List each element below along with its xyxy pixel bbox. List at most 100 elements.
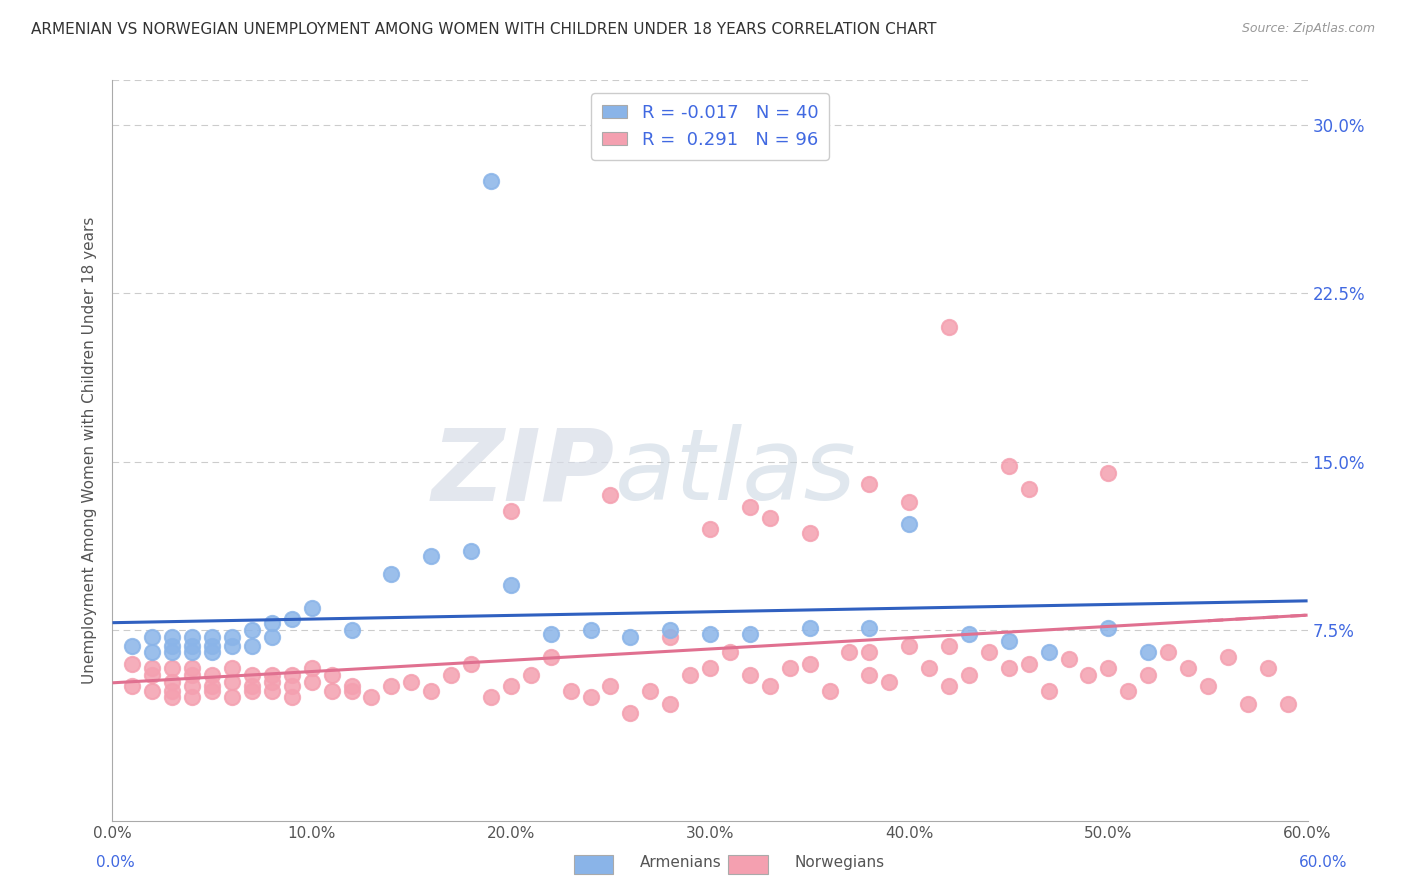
Point: [1097, 621, 1119, 635]
Point: [181, 679, 204, 693]
Point: [659, 623, 682, 637]
Point: [360, 690, 382, 705]
Point: [380, 566, 402, 581]
Point: [799, 621, 821, 635]
Text: 0.0%: 0.0%: [96, 855, 135, 870]
Point: [998, 634, 1021, 648]
Point: [221, 630, 243, 644]
Point: [957, 627, 980, 641]
Point: [599, 679, 621, 693]
Text: ZIP: ZIP: [432, 425, 614, 521]
Point: [281, 679, 304, 693]
Text: 60.0%: 60.0%: [1299, 855, 1347, 870]
Point: [779, 661, 801, 675]
Point: [340, 679, 363, 693]
Point: [141, 661, 163, 675]
Point: [181, 661, 204, 675]
Point: [141, 668, 163, 682]
Point: [340, 683, 363, 698]
Point: [240, 639, 263, 653]
Point: [679, 668, 702, 682]
Point: [162, 674, 183, 689]
Point: [499, 679, 522, 693]
Point: [699, 661, 721, 675]
Point: [460, 657, 482, 671]
Point: [1038, 683, 1060, 698]
Point: [1197, 679, 1219, 693]
Point: [321, 668, 343, 682]
Point: [659, 697, 682, 711]
Point: [1237, 697, 1260, 711]
Point: [619, 706, 641, 720]
Point: [699, 627, 721, 641]
Point: [858, 621, 880, 635]
Point: [321, 683, 343, 698]
Point: [799, 657, 821, 671]
Text: Armenians: Armenians: [640, 855, 721, 870]
Point: [420, 549, 443, 563]
Point: [181, 630, 204, 644]
Point: [957, 668, 980, 682]
Point: [380, 679, 402, 693]
Point: [520, 668, 543, 682]
Y-axis label: Unemployment Among Women with Children Under 18 years: Unemployment Among Women with Children U…: [82, 217, 97, 684]
Point: [440, 668, 463, 682]
Point: [141, 645, 163, 659]
Point: [240, 679, 263, 693]
Point: [1057, 652, 1080, 666]
Point: [201, 679, 224, 693]
Point: [201, 645, 224, 659]
Point: [181, 690, 204, 705]
Point: [240, 668, 263, 682]
Point: [162, 683, 183, 698]
Legend: R = -0.017   N = 40, R =  0.291   N = 96: R = -0.017 N = 40, R = 0.291 N = 96: [591, 93, 830, 160]
Point: [1137, 668, 1160, 682]
Point: [121, 657, 143, 671]
Point: [201, 639, 224, 653]
Text: atlas: atlas: [614, 425, 856, 521]
Point: [1018, 482, 1040, 496]
Point: [640, 683, 662, 698]
Point: [898, 517, 921, 532]
Point: [301, 661, 323, 675]
Point: [977, 645, 1000, 659]
Point: [260, 668, 283, 682]
Point: [540, 649, 562, 664]
Point: [460, 544, 482, 558]
Point: [162, 639, 183, 653]
Point: [579, 623, 602, 637]
Point: [260, 616, 283, 631]
Point: [579, 690, 602, 705]
Point: [759, 510, 782, 524]
Point: [738, 500, 761, 514]
Point: [1018, 657, 1040, 671]
Point: [181, 668, 204, 682]
Point: [281, 612, 304, 626]
Point: [162, 645, 183, 659]
Point: [1277, 697, 1299, 711]
Text: ARMENIAN VS NORWEGIAN UNEMPLOYMENT AMONG WOMEN WITH CHILDREN UNDER 18 YEARS CORR: ARMENIAN VS NORWEGIAN UNEMPLOYMENT AMONG…: [31, 22, 936, 37]
Point: [121, 639, 143, 653]
Point: [281, 690, 304, 705]
Point: [1157, 645, 1180, 659]
Point: [221, 674, 243, 689]
Point: [560, 683, 582, 698]
Point: [799, 526, 821, 541]
Point: [420, 683, 443, 698]
Point: [221, 639, 243, 653]
Point: [699, 522, 721, 536]
Point: [1257, 661, 1279, 675]
Point: [1177, 661, 1199, 675]
Text: Norwegians: Norwegians: [794, 855, 884, 870]
Point: [401, 674, 423, 689]
Point: [659, 630, 682, 644]
Point: [201, 668, 224, 682]
Point: [858, 477, 880, 491]
Point: [938, 679, 960, 693]
Point: [240, 623, 263, 637]
Point: [479, 690, 502, 705]
Point: [479, 174, 502, 188]
Point: [499, 578, 522, 592]
Point: [1118, 683, 1140, 698]
Point: [1038, 645, 1060, 659]
